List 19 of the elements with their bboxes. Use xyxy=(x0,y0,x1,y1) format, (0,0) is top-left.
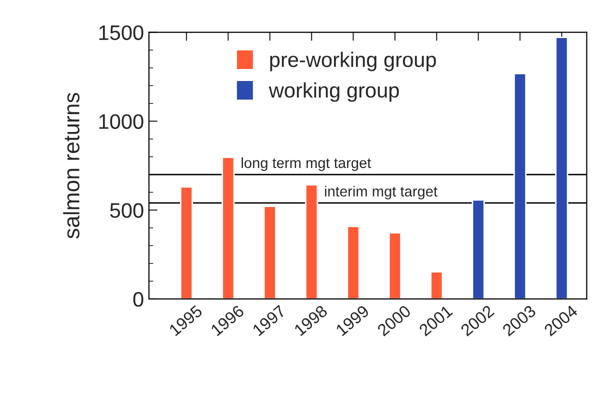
bar xyxy=(388,232,402,299)
y-tick-label: 0 xyxy=(133,292,144,307)
ref-line-label: interim mgt target xyxy=(325,186,438,200)
bar xyxy=(472,199,485,299)
ref-line-label: long term mgt target xyxy=(242,157,372,171)
legend-label: pre-working group xyxy=(270,52,436,72)
bar xyxy=(513,72,527,299)
y-tick-label: 500 xyxy=(110,203,144,218)
y-tick-label: 1000 xyxy=(99,114,144,129)
bar xyxy=(346,226,360,299)
bar xyxy=(430,271,444,299)
y-axis-title: salmon returns xyxy=(63,92,80,239)
y-tick-label: 1500 xyxy=(99,25,144,40)
bar xyxy=(180,186,194,299)
bar xyxy=(222,156,235,299)
bar xyxy=(305,184,318,299)
bar xyxy=(263,206,276,299)
legend-label: working group xyxy=(268,82,399,102)
bar xyxy=(555,36,568,299)
